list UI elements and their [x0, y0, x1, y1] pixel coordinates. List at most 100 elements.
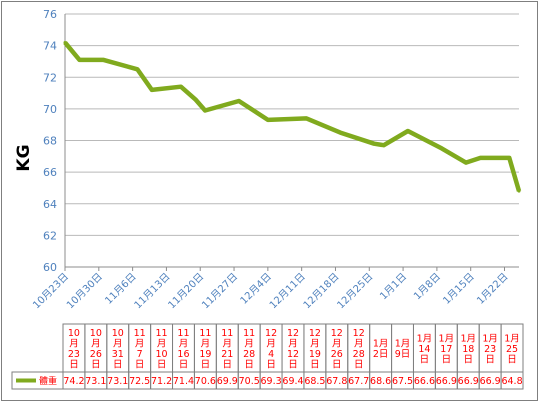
- table-value-label: 67.5: [392, 376, 413, 387]
- table-date-line: 日: [420, 354, 430, 365]
- table-date-line: 日: [332, 360, 342, 371]
- table-date-line: 16: [177, 349, 189, 360]
- x-tick-label: 1月15日: [441, 271, 477, 307]
- table-date-line: 10: [112, 328, 124, 339]
- table-date-line: 11: [221, 328, 233, 339]
- table-date-label: 11 月 28 日: [243, 328, 255, 371]
- table-value-cell: [500, 371, 524, 390]
- table-date-line: 月: [91, 339, 101, 350]
- table-value-label: 69.9: [217, 376, 238, 387]
- data-point: [193, 97, 197, 101]
- table-value-label: 66.9: [480, 376, 501, 387]
- data-point: [372, 142, 376, 146]
- data-point: [150, 88, 154, 92]
- y-tick-label: 60: [43, 261, 57, 274]
- table-date-line: 14: [418, 344, 430, 355]
- table-date-line: 12: [331, 328, 343, 339]
- table-date-line: 11: [177, 328, 189, 339]
- table-date-line: 19: [309, 349, 321, 360]
- table-date-line: 1月: [417, 333, 433, 344]
- table-date-line: 12: [309, 328, 321, 339]
- table-date-line: 月: [332, 339, 342, 350]
- table-date-line: 月: [310, 339, 320, 350]
- table-date-line: 月: [223, 339, 233, 350]
- table-date-line: 日: [223, 360, 233, 371]
- table-date-label: 11 月 7 日: [134, 328, 146, 371]
- table-date-line: 23: [68, 349, 80, 360]
- table-value-label: 66.6: [414, 376, 435, 387]
- x-tick-label: 11月6日: [103, 271, 139, 307]
- y-tick-label: 68: [43, 135, 57, 148]
- table-date-line: 11: [199, 328, 211, 339]
- table-date-line: 月: [135, 339, 145, 350]
- table-date-line: 1月: [504, 333, 520, 344]
- table-date-line: 日: [507, 354, 517, 365]
- table-date-line: 月: [113, 339, 123, 350]
- y-axis-label: KG: [14, 144, 34, 171]
- table-value-label: 71.4: [173, 376, 194, 387]
- table-date-line: 10: [90, 328, 102, 339]
- table-date-line: 月: [354, 339, 364, 350]
- table-date-line: 日: [69, 360, 79, 371]
- table-value-label: 69.4: [282, 376, 303, 387]
- table-date-line: 11: [156, 328, 168, 339]
- table-date-label: 11 月 21 日: [221, 328, 233, 371]
- data-point: [179, 85, 183, 89]
- table-date-line: 日: [244, 360, 254, 371]
- data-point: [478, 156, 482, 160]
- table-date-line: 日: [113, 360, 123, 371]
- table-value-label: 74.2: [63, 376, 84, 387]
- table-value-label: 70.6: [195, 376, 216, 387]
- table-date-line: 日: [354, 360, 364, 371]
- table-date-line: 日: [266, 360, 276, 371]
- y-axis-ticks: 60 62 64 66 68 70 72 74 76: [43, 8, 57, 274]
- legend-label: 體重: [39, 375, 57, 387]
- table-date-line: 26: [331, 349, 343, 360]
- data-point: [483, 156, 487, 160]
- table-value-label: 71.2: [151, 376, 172, 387]
- x-tick-label: 12月25日: [335, 271, 376, 312]
- table-date-line: 2日: [373, 349, 389, 360]
- y-tick-label: 66: [43, 166, 57, 179]
- x-tick-label: 1月1日: [378, 271, 410, 303]
- table-date-line: 25: [506, 344, 518, 355]
- data-point: [102, 58, 106, 62]
- table-date-label: 1月 17 日: [439, 333, 455, 365]
- table-date-label: 10 月 26 日: [90, 328, 102, 371]
- series-layer: [63, 40, 522, 193]
- table-date-line: 10: [68, 328, 80, 339]
- y-tick-label: 76: [43, 8, 57, 21]
- table-value-label: 73.1: [85, 376, 106, 387]
- table-date-line: 月: [244, 339, 254, 350]
- table-date-line: 12: [265, 328, 277, 339]
- x-tick-label: 12月18日: [301, 271, 342, 312]
- table-date-label: 1月 14 日: [417, 333, 433, 365]
- data-point: [382, 143, 386, 147]
- table-date-line: 日: [201, 360, 211, 371]
- table-date-label: 12 月 19 日: [309, 328, 321, 371]
- x-tick-label: 11月27日: [200, 271, 241, 312]
- table-date-line: 日: [485, 354, 495, 365]
- table-date-line: 26: [90, 349, 102, 360]
- table-value-label: 72.5: [129, 376, 150, 387]
- table-date-line: 12: [353, 328, 365, 339]
- table-date-line: 23: [484, 344, 496, 355]
- x-tick-label: 11月13日: [132, 271, 173, 312]
- table-date-line: 1月: [373, 339, 389, 350]
- data-point: [63, 40, 67, 44]
- x-tick-label: 1月8日: [411, 271, 443, 303]
- table-date-label: 12 月 26 日: [331, 328, 343, 371]
- table-date-line: 1月: [395, 339, 411, 350]
- table-date-label: 11 月 19 日: [199, 328, 211, 371]
- data-point: [237, 99, 241, 103]
- data-point: [406, 129, 410, 133]
- y-tick-label: 62: [43, 229, 57, 242]
- data-point: [203, 108, 207, 112]
- table-date-line: 17: [440, 344, 452, 355]
- table-date-label: 12 月 28 日: [353, 328, 365, 371]
- y-tick-label: 70: [43, 103, 57, 116]
- table-date-line: 11: [134, 328, 146, 339]
- table-date-line: 月: [157, 339, 167, 350]
